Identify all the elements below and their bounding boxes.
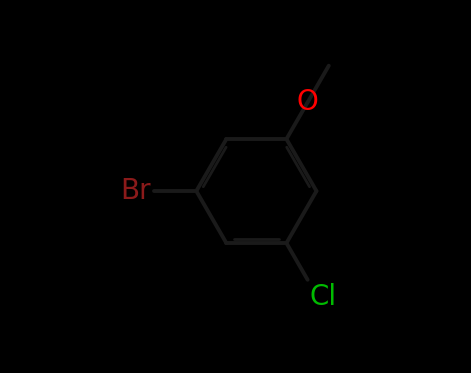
- Text: Br: Br: [120, 177, 151, 205]
- Text: Cl: Cl: [309, 283, 336, 311]
- Text: O: O: [297, 88, 318, 116]
